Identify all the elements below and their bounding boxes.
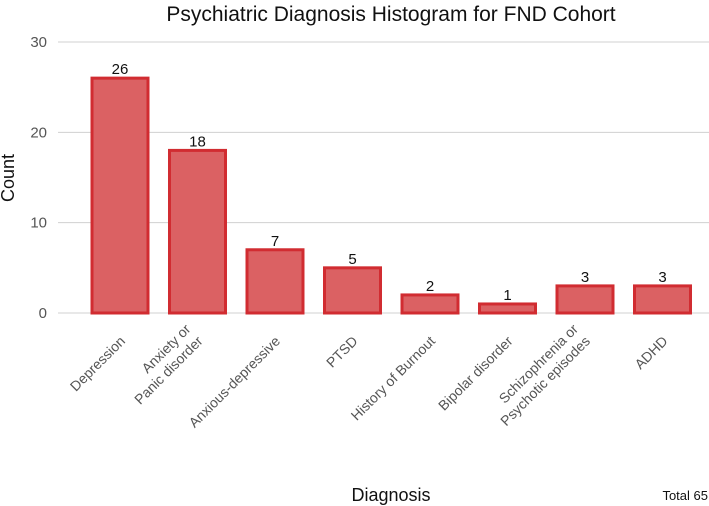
x-tick-label-line: ADHD — [631, 333, 670, 372]
x-tick-label: PTSD — [323, 333, 361, 371]
data-label: 5 — [348, 251, 356, 268]
data-label: 7 — [271, 233, 279, 250]
bar — [90, 76, 150, 315]
bars — [90, 76, 692, 315]
x-tick-label: History of Burnout — [348, 333, 439, 424]
total-annotation: Total 65 — [662, 488, 708, 503]
bar — [245, 248, 305, 315]
y-axis-label: Count — [0, 154, 18, 202]
x-tick-label: Depression — [67, 333, 128, 394]
x-tick-label-line: History of Burnout — [348, 333, 439, 424]
bar — [633, 284, 692, 315]
data-label: 2 — [426, 278, 434, 295]
y-axis-ticks: 0 10 20 30 — [30, 34, 47, 322]
bar — [478, 302, 537, 315]
data-labels: 26 18 7 5 2 1 3 3 — [112, 61, 667, 304]
y-tick-label: 10 — [30, 215, 47, 232]
y-tick-label: 20 — [30, 124, 47, 141]
bar — [400, 293, 460, 315]
data-label: 3 — [581, 269, 589, 286]
data-label: 3 — [658, 269, 666, 286]
data-label: 18 — [189, 133, 206, 150]
gridlines — [58, 41, 709, 314]
y-tick-label: 0 — [39, 305, 47, 322]
bar — [168, 148, 227, 315]
x-tick-label: ADHD — [631, 333, 670, 372]
chart-title: Psychiatric Diagnosis Histogram for FND … — [166, 3, 615, 26]
x-tick-label-line: PTSD — [323, 333, 361, 371]
bar — [323, 266, 382, 315]
bar — [555, 284, 615, 315]
x-axis-label: Diagnosis — [351, 485, 430, 505]
x-tick-label-line: Depression — [67, 333, 128, 394]
data-label: 1 — [503, 287, 511, 304]
y-tick-label: 30 — [30, 34, 47, 51]
data-label: 26 — [112, 61, 129, 78]
